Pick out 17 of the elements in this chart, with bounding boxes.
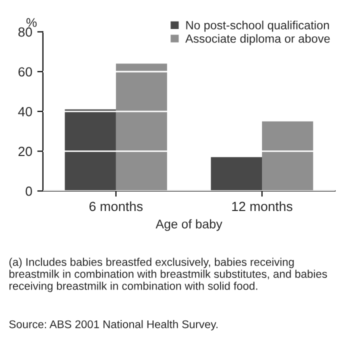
legend-label: No post-school qualification [186, 20, 329, 32]
bar [116, 64, 168, 191]
bar [210, 157, 262, 191]
y-tick-label: 80 [18, 27, 32, 37]
y-tick-label: 60 [18, 67, 32, 77]
y-axis-title: % [26, 18, 37, 27]
y-tick-label: 0 [26, 186, 32, 196]
x-axis-title: Age of baby [156, 219, 222, 231]
bar [64, 109, 116, 191]
source-note: Source: ABS 2001 National Health Survey. [9, 320, 218, 330]
x-tick-label: 12 months [232, 201, 292, 212]
x-tick-label: 6 months [89, 201, 143, 212]
legend-label: Associate diploma or above [185, 34, 330, 46]
y-tick-label: 40 [18, 106, 32, 116]
y-tick-label: 20 [18, 146, 32, 156]
bar [262, 121, 314, 191]
text: (a) Includes babies breastfed exclusively, babies receiving breastmilk in combination with breastmilk substitutes, and babies receiving breastmilk in combination with solid food. [9, 258, 327, 292]
